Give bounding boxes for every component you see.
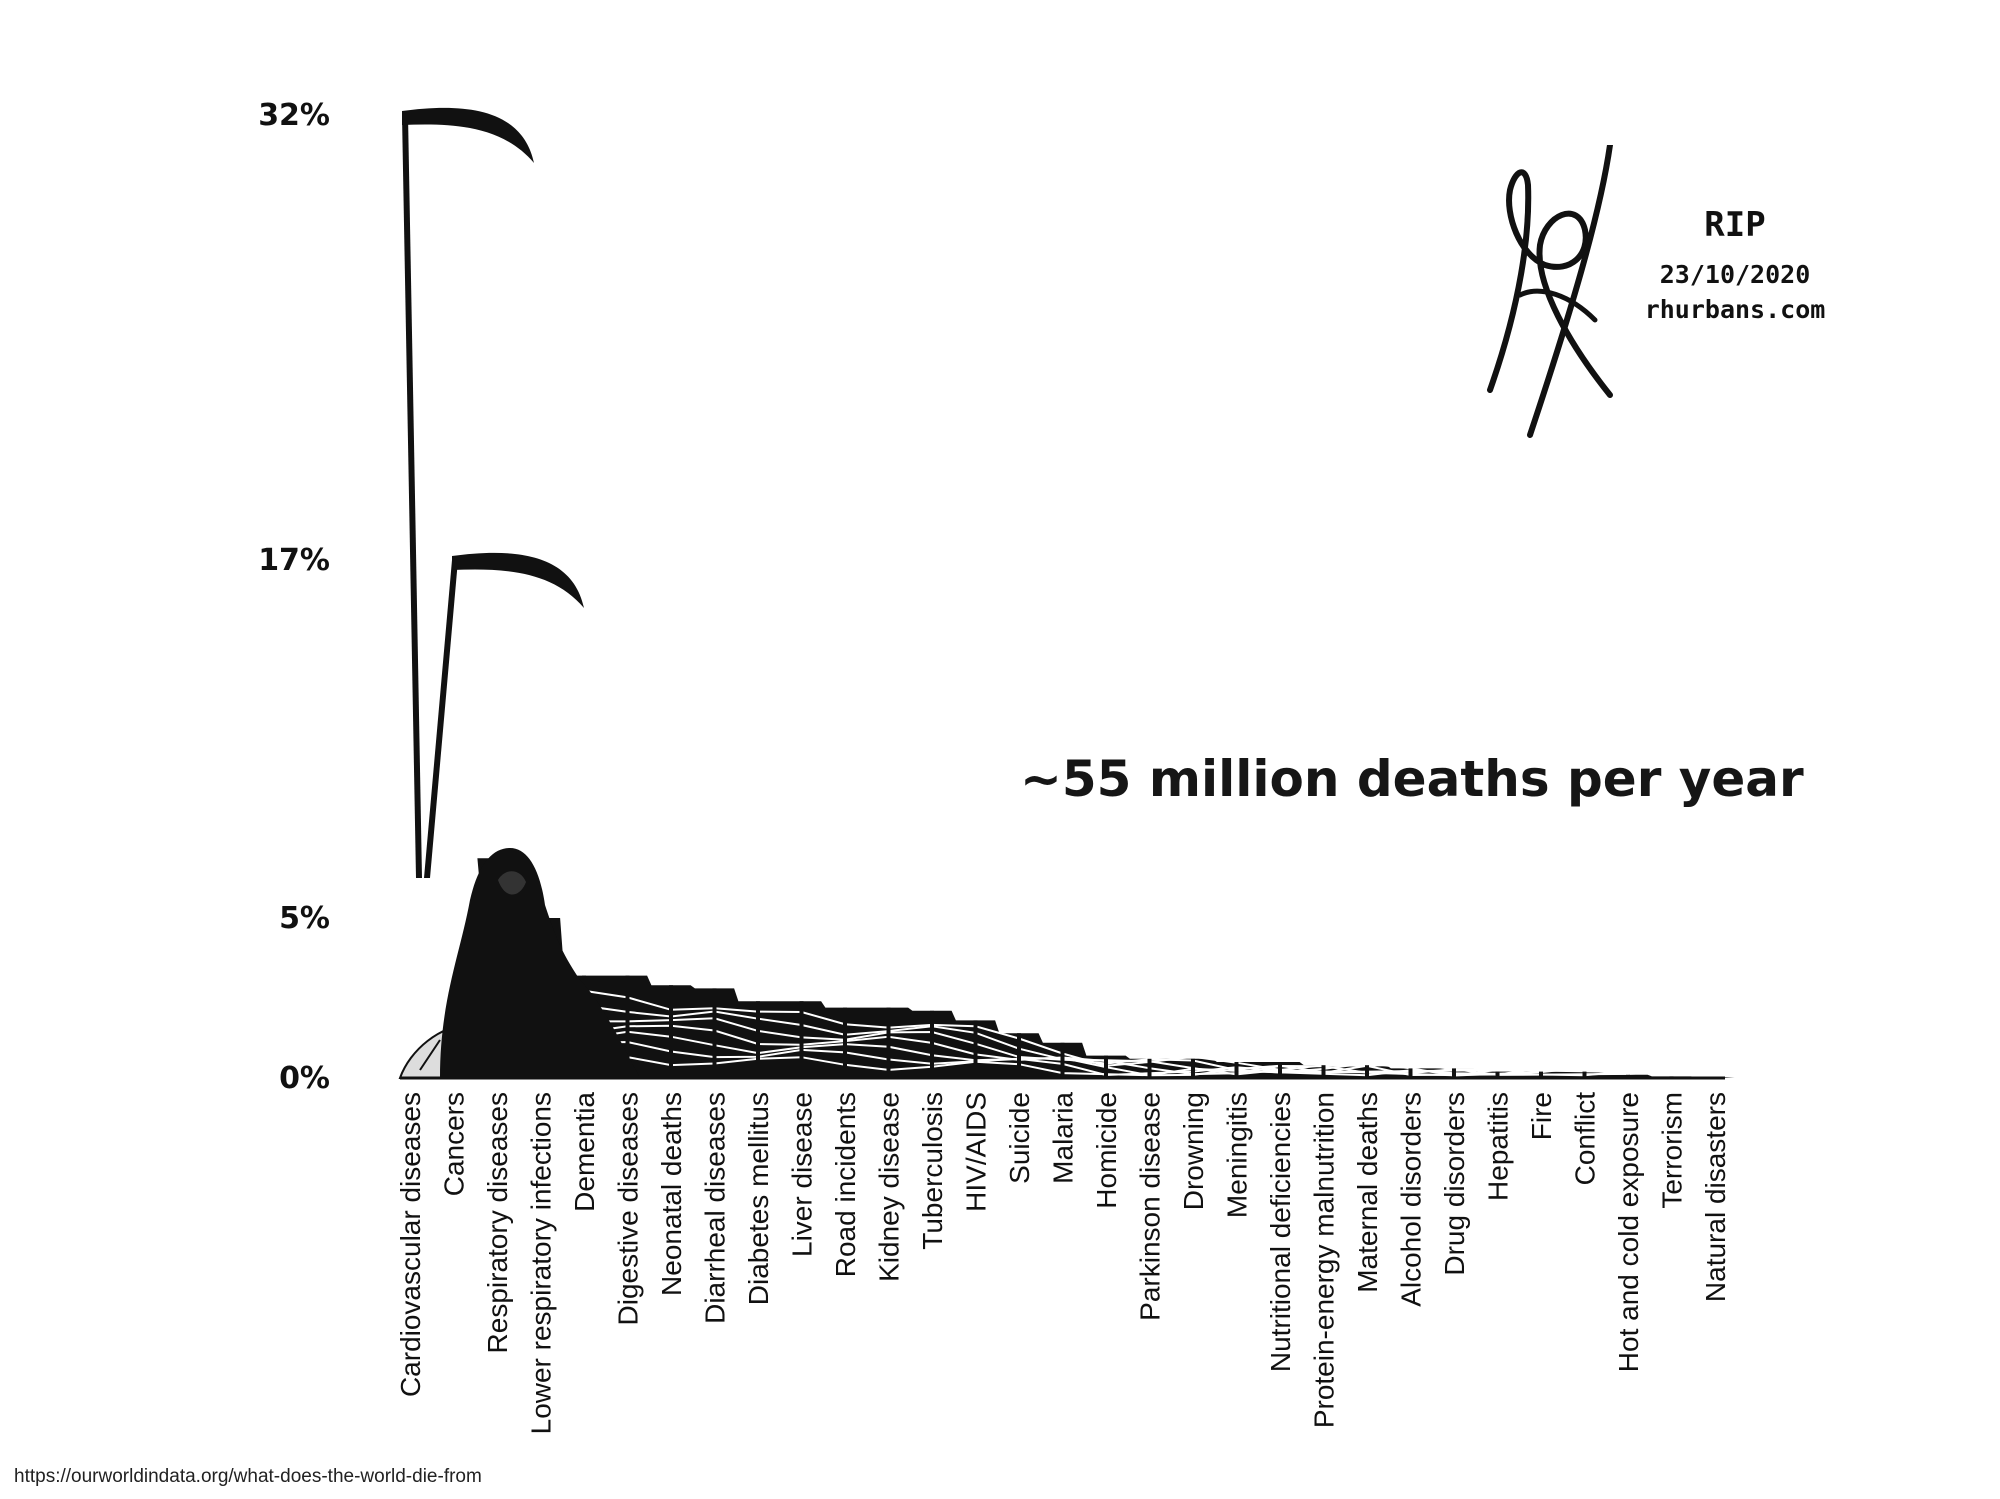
reaper-hood (498, 871, 526, 895)
bar-hot-and-cold-exposure (1626, 1074, 1630, 1078)
bar-drowning (1191, 1058, 1195, 1078)
bar-suicide (1017, 1033, 1021, 1078)
bar-drug-disorders (1452, 1068, 1456, 1078)
bar-alcohol-disorders (1408, 1068, 1413, 1078)
category-label: Fire (1526, 1092, 1557, 1140)
scythe-blade (402, 107, 534, 163)
signature-date: 23/10/2020 (1659, 260, 1811, 289)
bar-road-incidents (843, 1007, 847, 1078)
category-label: Parkinson disease (1135, 1092, 1166, 1321)
category-label: Malaria (1048, 1092, 1079, 1184)
bar-neonatal-deaths (669, 985, 673, 1078)
category-label: Digestive diseases (613, 1092, 644, 1325)
bar-meningitis (1234, 1062, 1239, 1078)
y-tick-label: 32% (258, 98, 330, 133)
category-label: Respiratory diseases (482, 1092, 513, 1353)
signature-block: RIP 23/10/2020 rhurbans.com (1460, 145, 1825, 445)
signature-rip: RIP (1704, 205, 1766, 245)
category-label: Drowning (1178, 1092, 1209, 1210)
category-label: Kidney disease (874, 1092, 905, 1282)
category-label: Road incidents (830, 1092, 861, 1277)
scythe-cancers (424, 552, 584, 878)
category-label: HIV/AIDS (961, 1092, 992, 1212)
bar-parkinson-disease (1147, 1058, 1152, 1078)
y-tick-label: 17% (258, 543, 330, 578)
category-label: Drug disorders (1439, 1092, 1470, 1276)
bar-diabetes-mellitus (756, 1001, 760, 1078)
scythe-blade (452, 552, 584, 608)
category-label: Cardiovascular diseases (395, 1092, 426, 1397)
y-tick-label: 0% (279, 1061, 330, 1096)
bar-homicide (1104, 1055, 1108, 1078)
category-label: Conflict (1570, 1092, 1601, 1186)
category-label: Tuberculosis (917, 1092, 948, 1250)
bar-diarrheal-diseases (712, 988, 717, 1078)
chart-title: ~55 million deaths per year (1020, 750, 1804, 808)
signature-site: rhurbans.com (1644, 295, 1826, 324)
scythe-shaft (402, 115, 422, 878)
category-label: Cancers (439, 1092, 470, 1196)
category-label: Natural disasters (1700, 1092, 1731, 1302)
bar-liver-disease (799, 1001, 804, 1078)
bar-conflict (1582, 1071, 1587, 1078)
bar-digestive-diseases (625, 975, 630, 1078)
y-tick-label: 5% (279, 901, 330, 936)
category-label: Neonatal deaths (656, 1092, 687, 1296)
bar-fire (1539, 1071, 1543, 1078)
y-axis-ticks: 0% 5% 17% 32% (258, 98, 330, 1096)
bar-tuberculosis (930, 1010, 934, 1078)
category-label: Hot and cold exposure (1613, 1092, 1644, 1372)
category-label: Alcohol disorders (1396, 1092, 1427, 1307)
scythe-shaft (424, 560, 458, 878)
category-label: Lower respiratory infections (526, 1092, 557, 1434)
category-label: Dementia (569, 1092, 600, 1212)
source-url[interactable]: https://ourworldindata.org/what-does-the… (14, 1466, 482, 1487)
reaper-figure (440, 848, 640, 1078)
category-label: Suicide (1004, 1092, 1035, 1184)
x-axis-labels: Cardiovascular diseases Cancers Respirator… (395, 1092, 1731, 1435)
bar-hiv-aids (973, 1020, 978, 1078)
category-label: Maternal deaths (1352, 1092, 1383, 1293)
bar-protein-energy-malnutrition (1321, 1065, 1326, 1078)
bar-maternal-deaths (1365, 1065, 1369, 1078)
category-label: Nutritional deficiencies (1265, 1092, 1296, 1372)
category-label: Hepatitis (1483, 1092, 1514, 1201)
terrain-layer (477, 858, 1735, 1079)
bar-malaria (1060, 1042, 1065, 1078)
terrain-flow-line (496, 1037, 1629, 1077)
terrain-area (477, 858, 1735, 1078)
category-label: Diabetes mellitus (743, 1092, 774, 1305)
category-label: Diarrheal diseases (700, 1092, 731, 1324)
category-label: Liver disease (787, 1092, 818, 1257)
terrain-flow-line (496, 920, 1629, 1077)
scythe-cardiovascular-diseases (402, 107, 534, 878)
bar-hepatitis (1495, 1071, 1500, 1078)
category-label: Homicide (1091, 1092, 1122, 1209)
category-label: Terrorism (1657, 1092, 1688, 1209)
signature-logo-mark (1487, 145, 1613, 438)
category-label: Meningitis (1222, 1092, 1253, 1218)
bar-nutritional-deficiencies (1278, 1062, 1282, 1078)
reaper-cloak (440, 848, 640, 1078)
bar-kidney-disease (886, 1007, 891, 1078)
scythe-layer (402, 107, 584, 878)
category-label: Protein-energy malnutrition (1309, 1092, 1340, 1428)
